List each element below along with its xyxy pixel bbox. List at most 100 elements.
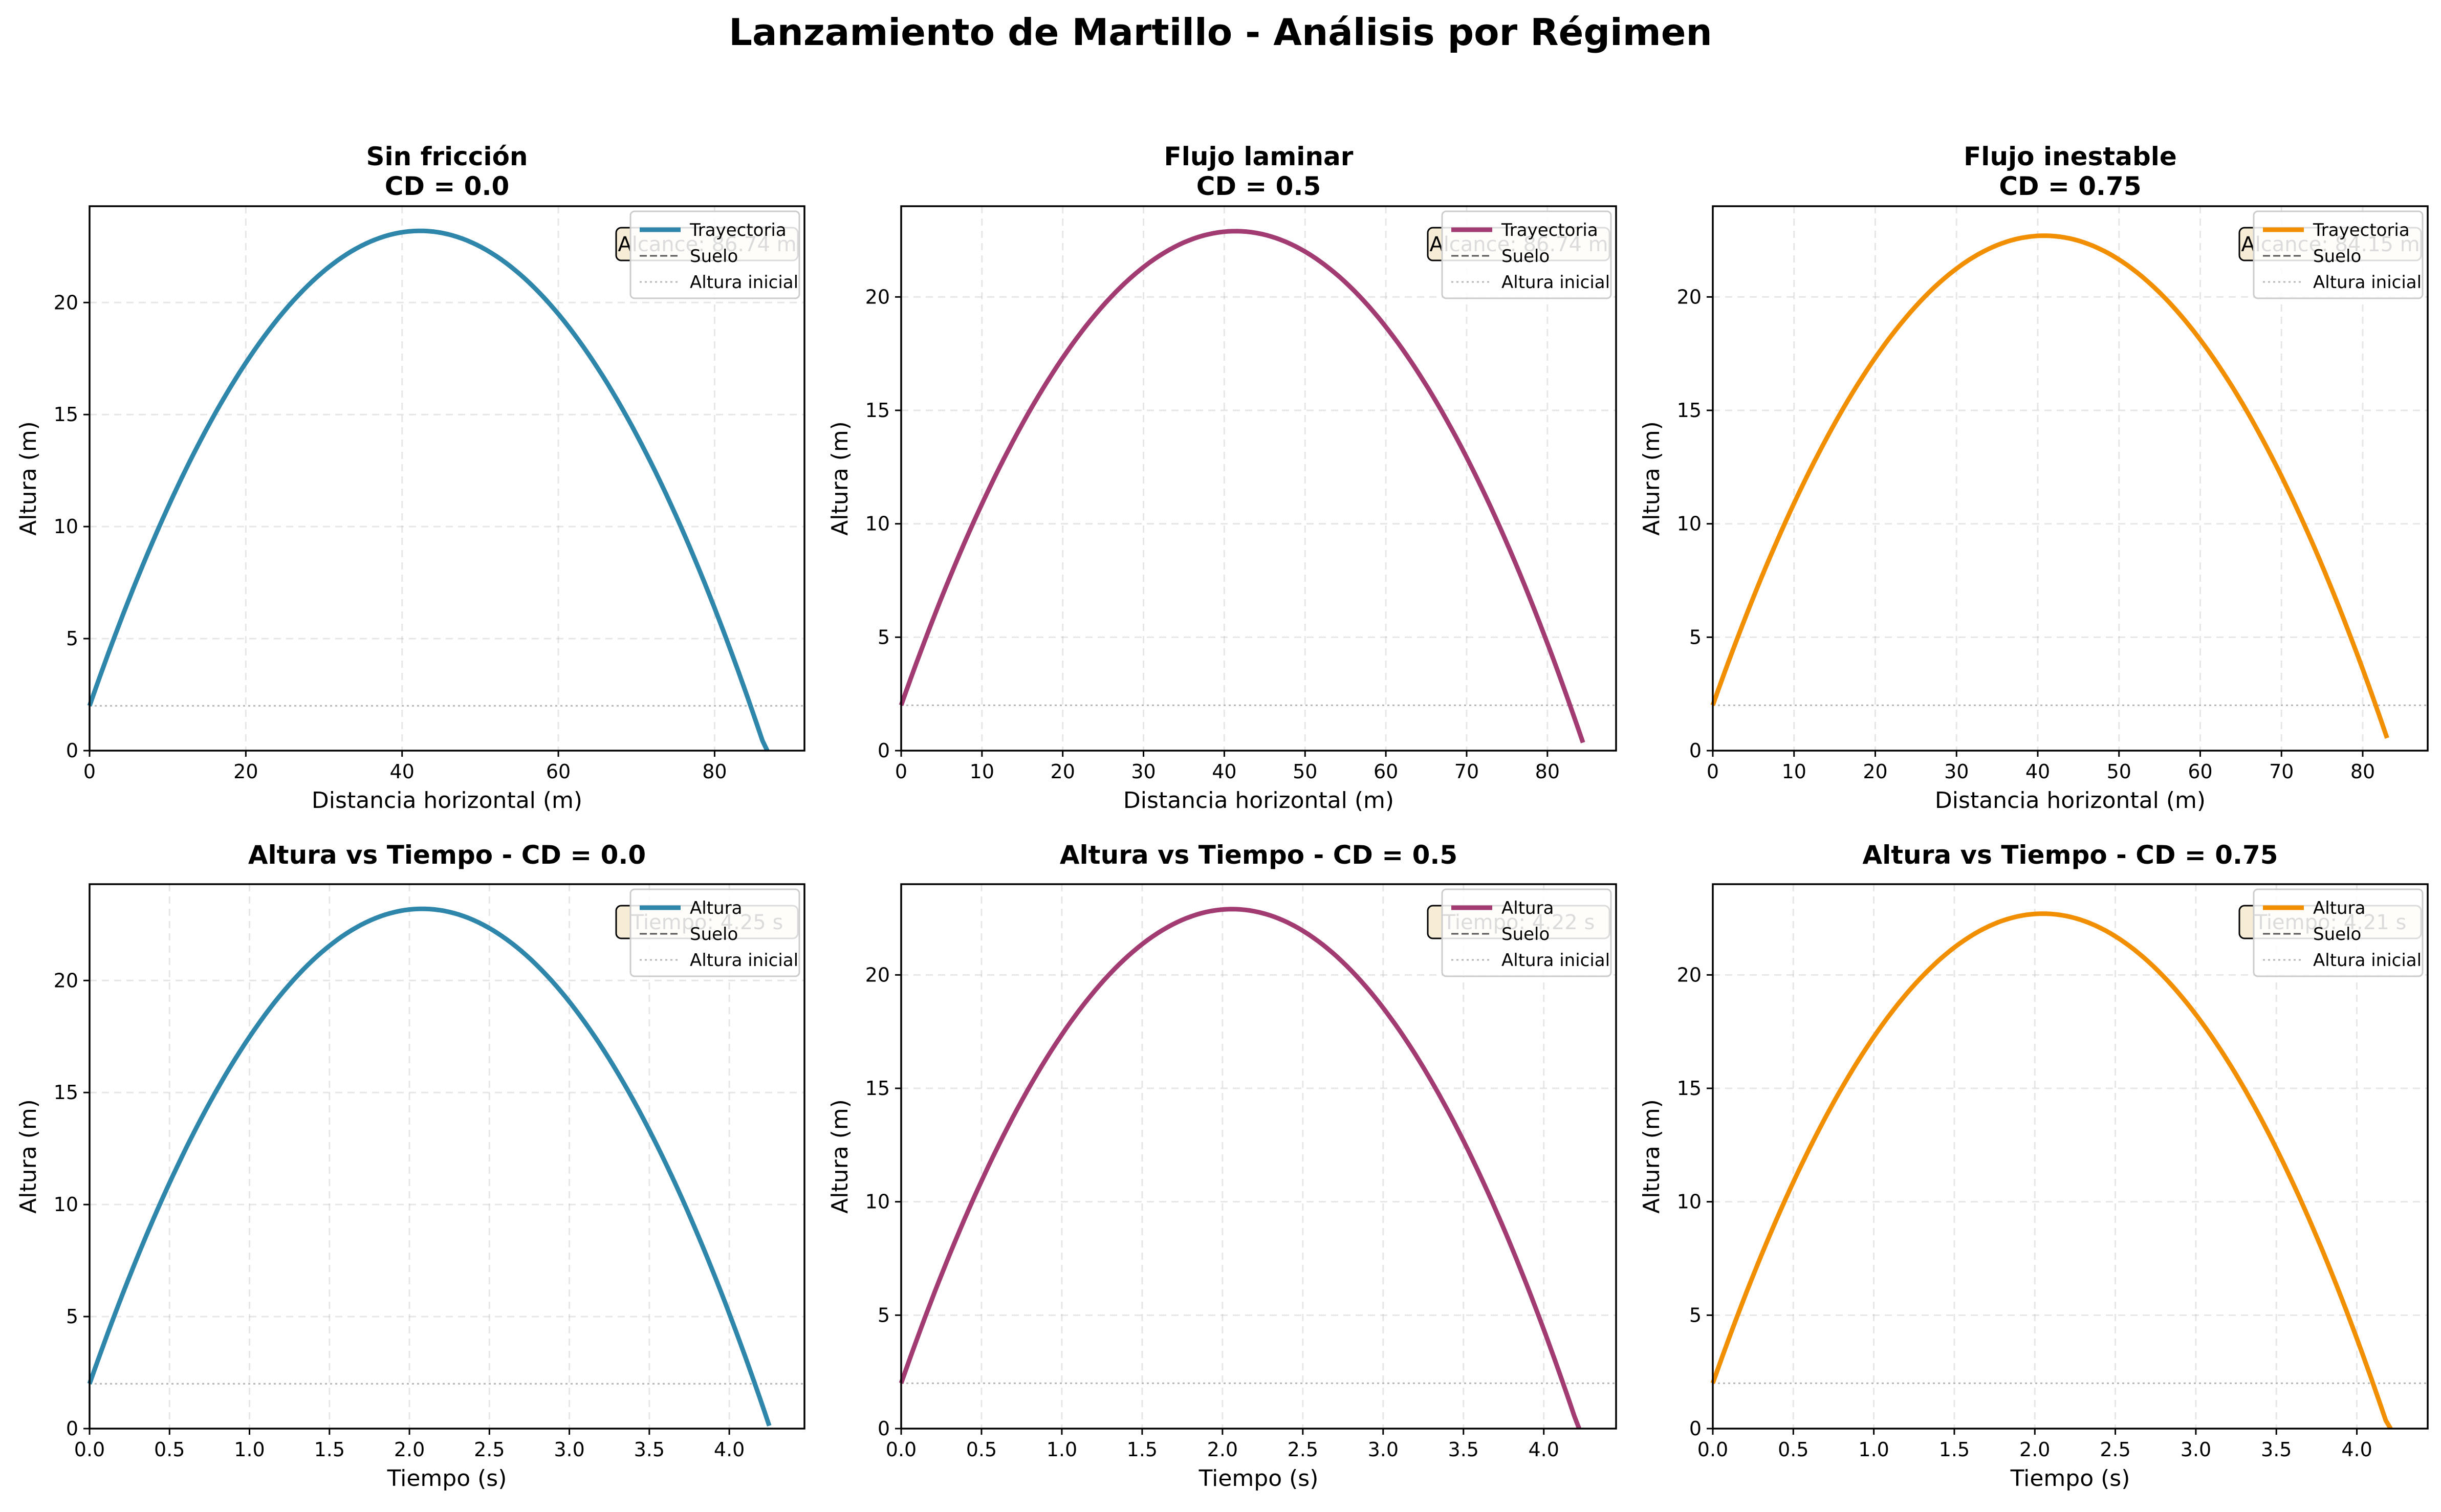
legend-label: Suelo (690, 246, 738, 267)
legend-label: Suelo (2313, 924, 2361, 945)
subplot-6: Altura vs Tiempo - CD = 0.75 0.0 0.5 1.0 1.5… (1639, 840, 2429, 1492)
x-tick-label: 70 (1454, 760, 1479, 783)
legend-label: Altura inicial (1501, 272, 1610, 293)
subplot-5: Altura vs Tiempo - CD = 0.5 0.0 0.5 1.0 1.5 2… (827, 840, 1617, 1492)
x-tick-label: 0 (895, 760, 907, 783)
x-tick-label: 3.0 (554, 1438, 584, 1461)
x-tick-label: 30 (1131, 760, 1156, 783)
legend-box (2253, 888, 2424, 977)
x-axis-label: Distancia horizontal (m) (1123, 787, 1394, 814)
trajectory-line (87, 906, 772, 1427)
x-tick-label: 0.5 (966, 1438, 997, 1461)
y-tick-label: 5 (1689, 1304, 1702, 1326)
legend-label: Suelo (690, 924, 738, 945)
y-tick-label: 5 (878, 1304, 890, 1326)
x-tick-label: 0.0 (886, 1438, 917, 1461)
axes-frame (900, 205, 1617, 752)
y-tick-label: 20 (865, 286, 890, 308)
y-tick-label: 0 (66, 739, 78, 762)
x-tick-label: 60 (2188, 760, 2212, 783)
x-tick-label: 30 (1944, 760, 1969, 783)
x-tick-label: 2.5 (1288, 1438, 1318, 1461)
legend-label: Altura inicial (1501, 950, 1610, 971)
x-tick-label: 3.5 (634, 1438, 665, 1461)
x-tick-label: 80 (702, 760, 727, 783)
y-tick-label: 0 (66, 1417, 78, 1440)
x-tick-label: 3.0 (2181, 1438, 2211, 1461)
subplot-title: CD = 0.75 (1999, 171, 2141, 201)
y-axis-label: Altura (m) (1639, 1099, 1665, 1214)
x-tick-label: 3.5 (2261, 1438, 2292, 1461)
y-tick-label: 5 (66, 1305, 78, 1328)
axes-frame (89, 883, 805, 1430)
legend-label: Suelo (1501, 924, 1550, 945)
y-tick-label: 5 (878, 626, 890, 648)
figure-title: Lanzamiento de Martillo - Análisis por R… (729, 11, 1712, 54)
legend-box (2253, 210, 2424, 299)
y-tick-label: 20 (54, 291, 78, 314)
y-axis-label: Altura (m) (1639, 421, 1665, 536)
y-axis-label: Altura (m) (15, 1099, 41, 1214)
x-tick-label: 80 (2350, 760, 2375, 783)
y-tick-label: 0 (878, 739, 890, 762)
axes-frame (1712, 205, 2429, 752)
legend-label: Altura (1501, 898, 1554, 918)
x-tick-label: 60 (546, 760, 571, 783)
subplot-4: Altura vs Tiempo - CD = 0.0 0.0 0.5 1.0 1.5 2… (15, 840, 805, 1492)
subplot-title: CD = 0.0 (385, 171, 509, 201)
x-tick-label: 0.5 (154, 1438, 185, 1461)
legend-label: Altura inicial (690, 950, 798, 971)
legend-label: Suelo (1501, 246, 1550, 267)
x-tick-label: 40 (1212, 760, 1236, 783)
y-tick-label: 0 (1689, 739, 1702, 762)
x-tick-label: 1.5 (314, 1438, 345, 1461)
axes-frame (1712, 883, 2429, 1430)
x-tick-label: 4.0 (1529, 1438, 1559, 1461)
y-tick-label: 0 (1689, 1417, 1702, 1440)
legend-label: Trayectoria (689, 220, 787, 240)
legend-box (1441, 888, 1612, 977)
x-tick-label: 2.5 (474, 1438, 505, 1461)
x-tick-label: 20 (1863, 760, 1887, 783)
legend-label: Suelo (2313, 246, 2361, 267)
x-tick-label: 0 (1707, 760, 1719, 783)
trajectory-line (1710, 233, 2389, 739)
x-tick-label: 1.5 (1939, 1438, 1970, 1461)
y-tick-label: 15 (54, 1081, 78, 1104)
legend-box (629, 210, 800, 299)
x-tick-label: 20 (233, 760, 258, 783)
legend-label: Altura inicial (690, 272, 798, 293)
x-axis-label: Tiempo (s) (1198, 1465, 1319, 1492)
subplot-title: Altura vs Tiempo - CD = 0.75 (1862, 840, 2278, 870)
x-tick-label: 50 (1293, 760, 1317, 783)
y-tick-label: 20 (1677, 286, 1702, 308)
y-tick-label: 10 (865, 513, 890, 535)
subplot-title: CD = 0.5 (1196, 171, 1321, 201)
legend-label: Altura (690, 898, 742, 918)
x-tick-label: 40 (390, 760, 415, 783)
y-tick-label: 15 (1677, 399, 1702, 422)
x-tick-label: 20 (1051, 760, 1075, 783)
axes-frame (900, 883, 1617, 1430)
trajectory-line (899, 229, 1585, 743)
legend-label: Altura inicial (2313, 272, 2422, 293)
x-tick-label: 10 (1782, 760, 1806, 783)
x-tick-label: 1.0 (1858, 1438, 1889, 1461)
legend-label: Trayectoria (1501, 220, 1598, 240)
x-tick-label: 4.0 (2341, 1438, 2372, 1461)
x-tick-label: 0.0 (1697, 1438, 1728, 1461)
x-tick-label: 1.0 (1047, 1438, 1077, 1461)
x-axis-label: Tiempo (s) (387, 1465, 507, 1492)
y-tick-label: 10 (1677, 1191, 1702, 1213)
legend-label: Altura (2313, 898, 2365, 918)
subplot-title: Flujo inestable (1964, 142, 2177, 171)
y-axis-label: Altura (m) (827, 421, 853, 536)
subplot-title: Altura vs Tiempo - CD = 0.5 (1060, 840, 1457, 870)
legend-label: Trayectoria (2313, 220, 2410, 240)
subplot-title: Flujo laminar (1164, 142, 1354, 171)
y-tick-label: 20 (54, 969, 78, 992)
